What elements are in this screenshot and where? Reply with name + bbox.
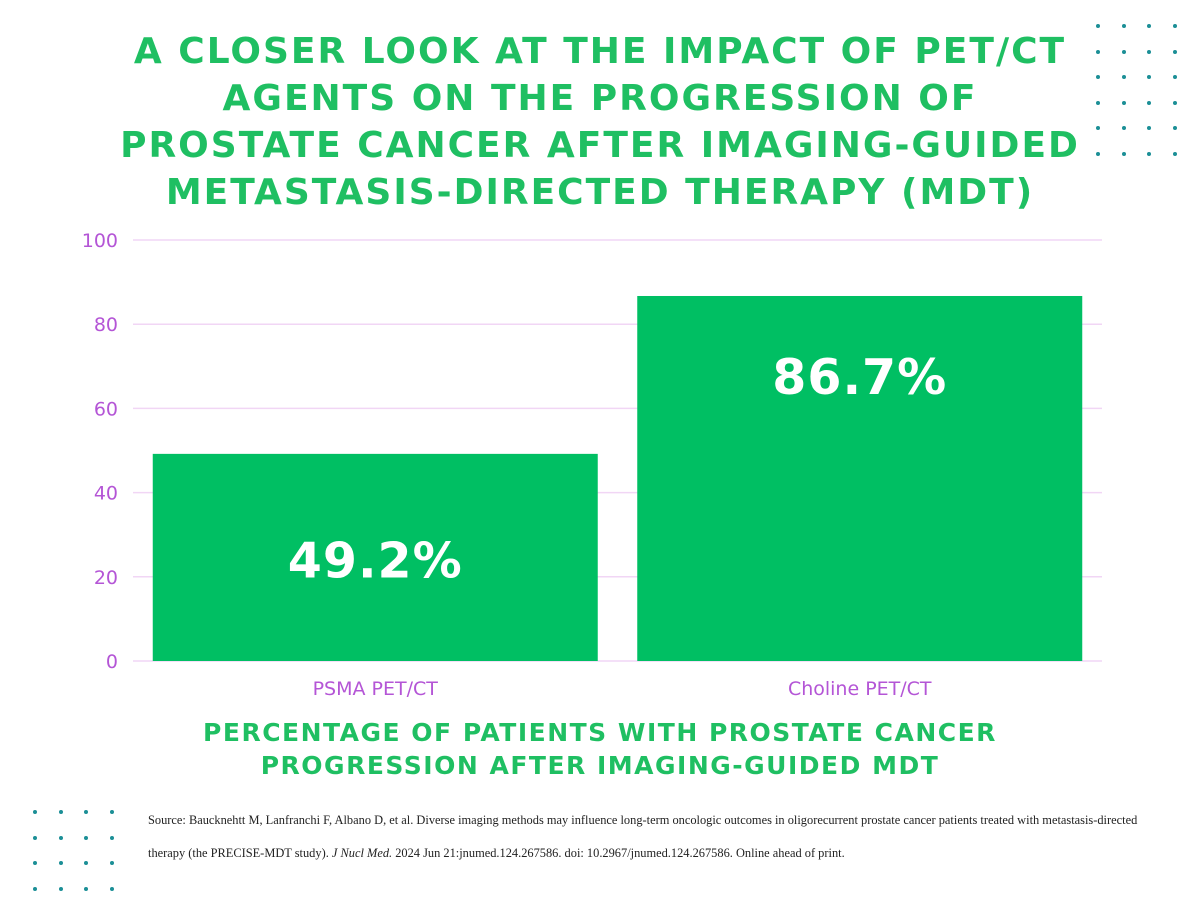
decorative-dot xyxy=(84,861,88,865)
y-tick-label: 0 xyxy=(106,651,118,673)
decorative-dot xyxy=(1096,100,1100,105)
decorative-dot xyxy=(1147,75,1151,79)
decorative-dot xyxy=(1096,151,1100,156)
decorative-dot xyxy=(58,810,63,814)
decorative-dot xyxy=(33,886,37,891)
decorative-dot xyxy=(1147,24,1151,28)
source-citation: Source: Baucknehtt M, Lanfranchi F, Alba… xyxy=(148,804,1148,870)
decorative-dot xyxy=(1096,126,1100,130)
decorative-dot xyxy=(1147,151,1151,156)
decorative-dot xyxy=(109,861,114,865)
decorative-dot xyxy=(1121,151,1126,156)
decorative-dot xyxy=(1121,24,1126,28)
decorative-dot xyxy=(1121,49,1126,54)
bar-choline-pet-ct xyxy=(637,295,1083,661)
decorative-dot xyxy=(1172,75,1177,79)
source-publication: 2024 Jun 21:jnumed.124.267586. doi: 10.2… xyxy=(392,846,845,860)
y-axis-ticks: 0 20 40 60 80 100 xyxy=(82,230,118,673)
x-tick-label: PSMA PET/CT xyxy=(313,678,439,700)
bars xyxy=(152,295,1083,661)
decorative-dot xyxy=(33,810,37,814)
y-tick-label: 40 xyxy=(94,483,118,505)
decorative-dot xyxy=(1121,100,1126,105)
decorative-dot xyxy=(58,886,63,891)
decorative-dot xyxy=(33,861,37,865)
decorative-dot xyxy=(1096,24,1100,28)
decorative-dot xyxy=(33,835,37,840)
x-axis-ticks: PSMA PET/CT Choline PET/CT xyxy=(313,678,932,700)
decorative-dot xyxy=(84,835,88,840)
decorative-dot xyxy=(84,810,88,814)
decorative-dot xyxy=(1147,49,1151,54)
decorative-dot xyxy=(1096,49,1100,54)
decorative-dot xyxy=(109,835,114,840)
y-tick-label: 20 xyxy=(94,567,118,589)
decorative-dot xyxy=(84,886,88,891)
y-tick-label: 80 xyxy=(94,314,118,336)
decorative-dot xyxy=(1172,49,1177,54)
decorative-dot xyxy=(1121,126,1126,130)
decorative-dot xyxy=(1172,24,1177,28)
journal-name: J Nucl Med. xyxy=(331,846,393,860)
decorative-dot xyxy=(109,886,114,891)
source-text: Source: Baucknehtt M, Lanfranchi F, Alba… xyxy=(148,813,1138,860)
decorative-dot xyxy=(1096,75,1100,79)
data-labels: 49.2% 86.7% xyxy=(288,349,947,589)
decorative-dot xyxy=(1147,100,1151,105)
decorative-dot xyxy=(1172,151,1177,156)
data-label: 86.7% xyxy=(772,349,947,406)
bar-psma-pet-ct xyxy=(152,453,598,661)
decorative-dot xyxy=(1172,126,1177,130)
y-tick-label: 100 xyxy=(82,230,118,252)
decorative-dot xyxy=(1147,126,1151,130)
data-label: 49.2% xyxy=(288,532,463,589)
x-tick-label: Choline PET/CT xyxy=(788,678,932,700)
y-tick-label: 60 xyxy=(94,398,118,420)
decorative-dot xyxy=(58,861,63,865)
decorative-dot xyxy=(109,810,114,814)
chart-title: A CLOSER LOOK AT THE IMPACT OF PET/CT AG… xyxy=(120,31,1080,213)
x-axis-title: PERCENTAGE OF PATIENTS WITH PROSTATE CAN… xyxy=(203,718,997,780)
decorative-dot xyxy=(58,835,63,840)
decorative-dot xyxy=(1121,75,1126,79)
decorative-dot xyxy=(1172,100,1177,105)
